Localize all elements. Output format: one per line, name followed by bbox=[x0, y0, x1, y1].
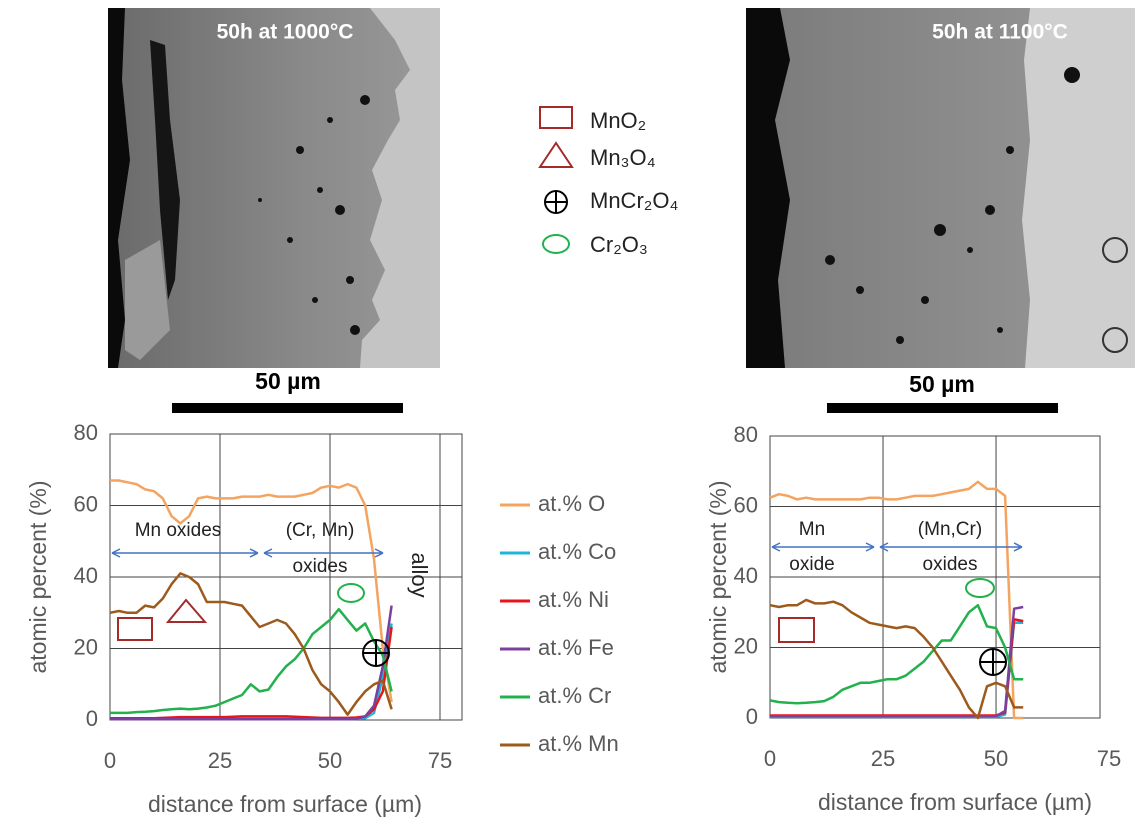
image-caption: 50h at 1100°C bbox=[932, 21, 1068, 44]
x-axis-title: distance from surface (µm) bbox=[818, 789, 1092, 815]
image-caption: 50h at 1000°C bbox=[217, 21, 354, 44]
legend-label: at.% Fe bbox=[538, 635, 614, 660]
y-axis-title: atomic percent (%) bbox=[25, 480, 51, 673]
scale-label: 50 µm bbox=[909, 371, 975, 397]
y-tick-label: 40 bbox=[74, 563, 98, 588]
legend-label: at.% Co bbox=[538, 539, 616, 564]
series-line bbox=[769, 598, 1024, 720]
scale-bar bbox=[827, 403, 1058, 413]
x-axis-title: distance from surface (µm) bbox=[148, 791, 422, 817]
y-tick-label: 0 bbox=[86, 706, 98, 731]
y-tick-label: 20 bbox=[74, 634, 98, 659]
series-line bbox=[110, 605, 393, 721]
x-tick-label: 0 bbox=[764, 746, 776, 771]
scale-label: 50 µm bbox=[255, 368, 321, 394]
y-tick-label: 80 bbox=[734, 422, 758, 447]
line-chart: 0 20 40 60 80 0 25 50 75 atomic percent (%) distan… bbox=[705, 422, 1121, 815]
x-tick-label: 50 bbox=[984, 746, 1008, 771]
series-line bbox=[109, 572, 393, 716]
x-tick-label: 25 bbox=[208, 748, 232, 773]
y-tick-label: 0 bbox=[746, 704, 758, 729]
series-line bbox=[110, 479, 393, 703]
annotation: (Mn,Cr) bbox=[918, 519, 982, 540]
y-axis-title: atomic percent (%) bbox=[705, 480, 731, 673]
annotation: oxide bbox=[789, 554, 834, 575]
series-line bbox=[770, 605, 1024, 718]
series-line bbox=[770, 618, 1024, 717]
x-tick-label: 75 bbox=[428, 748, 452, 773]
x-tick-label: 75 bbox=[1097, 746, 1121, 771]
line-chart: 0 20 40 60 80 0 25 50 75 atomic percent (%) distan… bbox=[25, 420, 619, 817]
phase-label: Mn₃O₄ bbox=[590, 145, 656, 170]
annotation: (Cr, Mn) bbox=[286, 520, 355, 541]
phase-label: MnCr₂O₄ bbox=[590, 188, 678, 213]
y-tick-label: 60 bbox=[74, 491, 98, 516]
charts: 0 20 40 60 80 0 25 50 75 atomic percent (%) distan… bbox=[25, 420, 1121, 817]
annotation: Mn oxides bbox=[135, 520, 222, 541]
series-line bbox=[110, 607, 393, 715]
legend-label: at.% Mn bbox=[538, 731, 619, 756]
annotations-2 bbox=[771, 542, 1023, 676]
annotations-1 bbox=[111, 548, 390, 667]
legend-label: at.% Ni bbox=[538, 587, 609, 612]
series-line bbox=[769, 603, 1024, 705]
annotation: oxides bbox=[293, 556, 348, 577]
micrograph-1000: 50h at 1000°C bbox=[108, 8, 440, 368]
legend-label: at.% Cr bbox=[538, 683, 611, 708]
phase-label: MnO₂ bbox=[590, 108, 646, 133]
x-tick-label: 25 bbox=[871, 746, 895, 771]
annotation: Mn bbox=[799, 519, 825, 540]
annotation: oxides bbox=[923, 554, 978, 575]
y-tick-label: 80 bbox=[74, 420, 98, 445]
phase-label: Cr₂O₃ bbox=[590, 232, 648, 257]
x-tick-label: 0 bbox=[104, 748, 116, 773]
y-tick-label: 60 bbox=[734, 492, 758, 517]
y-tick-label: 40 bbox=[734, 563, 758, 588]
series-line bbox=[769, 480, 1024, 720]
micrograph-1100: 50h at 1100°C bbox=[746, 8, 1135, 368]
phase-legend: MnO₂ Mn₃O₄ MnCr₂O₄ Cr₂O₃ bbox=[538, 106, 678, 257]
scale-bar bbox=[172, 403, 403, 413]
y-tick-label: 20 bbox=[734, 633, 758, 658]
annotation: alloy bbox=[407, 552, 432, 597]
x-tick-label: 50 bbox=[318, 748, 342, 773]
legend-label: at.% O bbox=[538, 491, 605, 516]
